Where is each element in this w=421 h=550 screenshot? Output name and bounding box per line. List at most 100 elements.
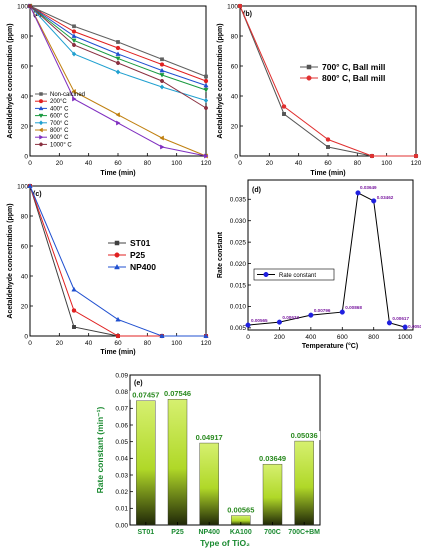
panel-a-series-900-c-point xyxy=(72,96,77,102)
panel-b-xlabel: Time (min) xyxy=(310,170,345,177)
panel-e-category-label: 700C+BM xyxy=(288,529,320,536)
panel-a-legend-label: Non-calcined xyxy=(50,92,85,98)
panel-c-series-p25-point xyxy=(115,333,121,339)
panel-e-bar-700c xyxy=(262,463,283,526)
panel-a-ytick-label: 0 xyxy=(24,153,28,160)
panel-e-value-label-bg xyxy=(161,389,194,399)
panel-e-value-label: 0.07457 xyxy=(132,391,159,400)
panel-a-ytick-label: 80 xyxy=(21,33,29,40)
panel-c-series-p25-point xyxy=(71,308,77,313)
panel-e-value-label-bg xyxy=(288,431,321,441)
panel-e-ytick-label: 0.01 xyxy=(115,506,128,513)
panel-a-series-700-c-point xyxy=(159,84,165,90)
panel-e-ytick-label: 0.04 xyxy=(115,456,128,463)
panel-b-legend-marker xyxy=(306,64,312,70)
panel-d-xlabel: Temperature (°C) xyxy=(302,342,358,350)
panel-a-xtick-label: 60 xyxy=(114,160,122,167)
panel-c-ytick-label: 80 xyxy=(21,213,29,220)
panel-c-series-st01-point xyxy=(72,325,76,329)
panel-e-ytick-label: 0.02 xyxy=(115,489,128,496)
panel-a-ytick-label: 40 xyxy=(21,93,29,100)
panel-b-series-700-c-ball-mill-point xyxy=(326,145,330,149)
panel-e-ytick-label: 0.06 xyxy=(115,422,128,429)
panel-a-legend-label: 900° C xyxy=(50,135,69,141)
panel-d-rate-data-label: 0.00868 xyxy=(345,305,362,310)
panel-e-category-label: KA100 xyxy=(230,529,252,536)
panel-a-series-non-calcined-point xyxy=(72,24,76,29)
panel-a-series-800-c-point xyxy=(159,135,164,141)
panel-d-rate-data-label: 0.00796 xyxy=(314,308,331,313)
panel-d-ytick-label: 0.010 xyxy=(230,304,247,311)
panel-c-legend-marker xyxy=(114,252,120,258)
panel-b-ytick-label: 0 xyxy=(234,153,238,160)
panel-b-series-800-c-ball-mill-point xyxy=(369,153,375,159)
panel-d-rate-data-label: 0.00565 xyxy=(251,318,268,323)
panel-d-xtick-label: 600 xyxy=(337,334,348,341)
panel-d-legend-label: Rate constant xyxy=(279,273,316,279)
panel-d-ytick-label: 0.025 xyxy=(230,239,247,246)
panel-e-label: (e) xyxy=(134,380,143,387)
panel-d-rate-point xyxy=(245,322,251,328)
panel-e-ylabel: Rate constant (min⁻¹) xyxy=(95,407,105,494)
panel-a-xtick-label: 80 xyxy=(144,160,152,167)
panel-d-xtick-label: 0 xyxy=(246,334,250,341)
panel-c-xlabel: Time (min) xyxy=(100,349,135,356)
panel-e-value-label-bg xyxy=(256,454,289,464)
panel-a-series-900-c-point xyxy=(116,120,121,126)
panel-b-xtick-label: 120 xyxy=(411,160,421,167)
panel-a-xtick-label: 20 xyxy=(56,160,64,167)
panel-d-rate-point xyxy=(386,320,392,326)
panel-d-rate-line xyxy=(247,192,406,328)
panel-d-xtick-label: 800 xyxy=(368,334,379,341)
panel-e-value-label-bg xyxy=(193,433,226,443)
panel-d-xtick-label: 1000 xyxy=(398,334,413,341)
panel-a-series-400-c-point xyxy=(115,51,121,56)
panel-a-series-400-c-point xyxy=(159,67,165,73)
panel-a-series-non-calcined-point xyxy=(116,40,120,44)
panel-b-legend-label: 700° C, Ball mill xyxy=(322,62,385,72)
panel-a-series-200-c-point xyxy=(203,78,209,84)
panel-c-legend-label: ST01 xyxy=(130,238,151,248)
panel-d-ytick-label: 0.035 xyxy=(230,197,247,204)
panel-a-series-400-c-point xyxy=(203,82,209,88)
panel-b-ytick-label: 100 xyxy=(227,3,238,10)
panel-a-series-200-c-point xyxy=(115,45,121,51)
panel-c-ytick-label: 0 xyxy=(24,333,28,340)
panel-c-xtick-label: 40 xyxy=(85,340,93,347)
panel-d-rate-data-label: 0.00617 xyxy=(392,316,409,321)
panel-d-rate-point xyxy=(308,312,314,318)
panel-a-series-1000-c-point xyxy=(115,61,121,65)
panel-c-series-np400-point xyxy=(71,286,77,292)
panel-a-xtick-label: 100 xyxy=(171,160,182,167)
panel-e-ytick-label: 0.09 xyxy=(115,372,128,379)
panel-a-series-800-c-point xyxy=(71,88,76,95)
panel-a-series-200-c-point xyxy=(71,29,77,34)
panel-e-value-label: 0.07546 xyxy=(164,389,191,398)
panel-a-ytick-label: 100 xyxy=(17,3,28,10)
panel-c-series-np400-point xyxy=(159,333,165,338)
panel-a-legend-marker xyxy=(39,92,43,96)
panel-d-frame xyxy=(247,179,414,331)
panel-e-ytick-label: 0.07 xyxy=(115,406,128,413)
panel-c-xtick-label: 0 xyxy=(28,340,32,347)
panel-c-ylabel: Acetaldehyde concentration (ppm) xyxy=(7,203,14,318)
panel-d-ylabel: Rate constant xyxy=(217,231,224,278)
panel-a-series-400-c-point xyxy=(71,33,77,38)
panel-e-ytick-label: 0.00 xyxy=(115,522,128,529)
panel-e-bar-st01 xyxy=(136,400,156,526)
panel-d-xtick-label: 200 xyxy=(274,334,285,341)
panel-b-xtick-label: 80 xyxy=(354,160,362,167)
panel-a-series-non-calcined-point xyxy=(160,57,164,62)
panel-b-legend-marker xyxy=(306,75,312,81)
panel-b-legend-label: 800° C, Ball mill xyxy=(322,73,385,83)
panel-a-legend-marker xyxy=(38,127,43,133)
panel-e-value-label-bg xyxy=(129,390,162,400)
panel-a-legend-marker xyxy=(38,105,44,111)
panel-a-series-1000-c-point xyxy=(27,4,33,8)
panel-e-value-label: 0.03649 xyxy=(259,454,286,463)
panel-d-rate-point xyxy=(402,324,408,330)
panel-a-legend-label: 1000° C xyxy=(50,142,72,148)
panel-a-xtick-label: 120 xyxy=(201,160,212,167)
panel-a-series-600-c-point xyxy=(115,56,121,62)
panel-c-label: (c) xyxy=(33,191,42,198)
